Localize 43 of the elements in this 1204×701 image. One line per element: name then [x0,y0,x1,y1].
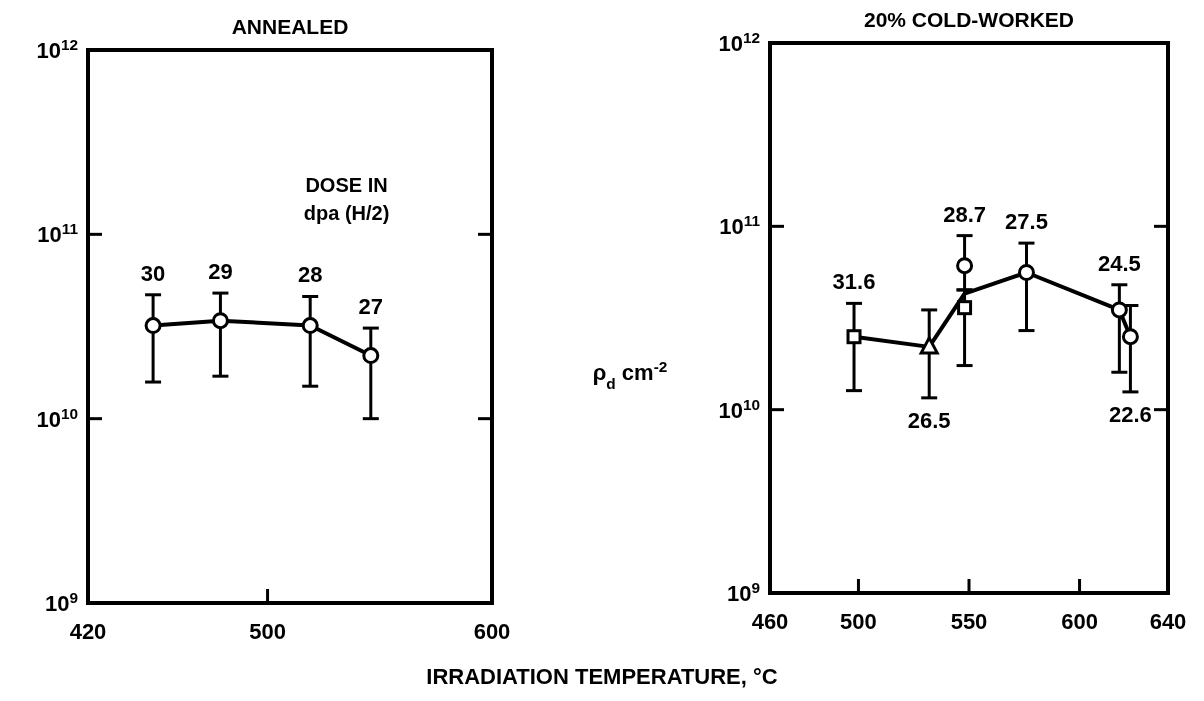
point [957,300,973,316]
x-tick-label: 640 [1149,609,1187,634]
annotation: 22.6 [1109,401,1152,427]
x-tick-label: 460 [751,609,789,634]
x-tick-label: 500 [249,619,286,644]
annotation: DOSE IN [305,174,388,196]
y-tick-label: 10$^{12}$ [36,35,78,63]
annotation: dpa (H/2) [303,202,390,224]
x-tick-label: 600 [473,619,511,644]
annotation: 30 [140,260,166,286]
point [919,336,939,355]
x-tick-label: 550 [950,609,988,634]
y-tick-label: 10$^{11}$ [37,219,79,248]
annotation: 31.6 [832,269,876,295]
annotation: 28 [297,262,323,288]
point [956,257,974,275]
point [1017,264,1035,281]
annotation: 29 [208,259,233,285]
point [144,317,162,335]
y-tick-label: 10$^{9}$ [44,588,78,616]
annotation: 27.5 [1005,209,1048,235]
point [211,312,229,330]
y-tick-label: 10$^{9}$ [726,578,760,606]
point [362,347,380,365]
point [1110,301,1128,319]
y-axis-title: ρ$_{d}$ cm$^{-2}$ [592,357,668,392]
chart-title: 20% COLD-WORKED [863,8,1075,31]
annotation: 28.7 [943,201,986,227]
point [846,329,862,345]
x-tick-label: 500 [840,609,877,634]
y-tick-label: 10$^{11}$ [719,211,761,240]
point [1121,328,1139,346]
annotation: 24.5 [1097,250,1141,276]
y-tick-label: 10$^{10}$ [36,404,78,432]
chart-title: ANNEALED [231,15,349,38]
annotation: 26.5 [907,407,951,433]
y-tick-label: 10$^{10}$ [718,395,760,423]
x-tick-label: 420 [69,619,107,644]
x-axis-title: IRRADIATION TEMPERATURE, °C [426,664,778,689]
y-tick-label: 10$^{12}$ [718,28,760,56]
point [301,317,319,335]
x-tick-label: 600 [1061,609,1098,634]
annotation: 27 [358,294,384,320]
